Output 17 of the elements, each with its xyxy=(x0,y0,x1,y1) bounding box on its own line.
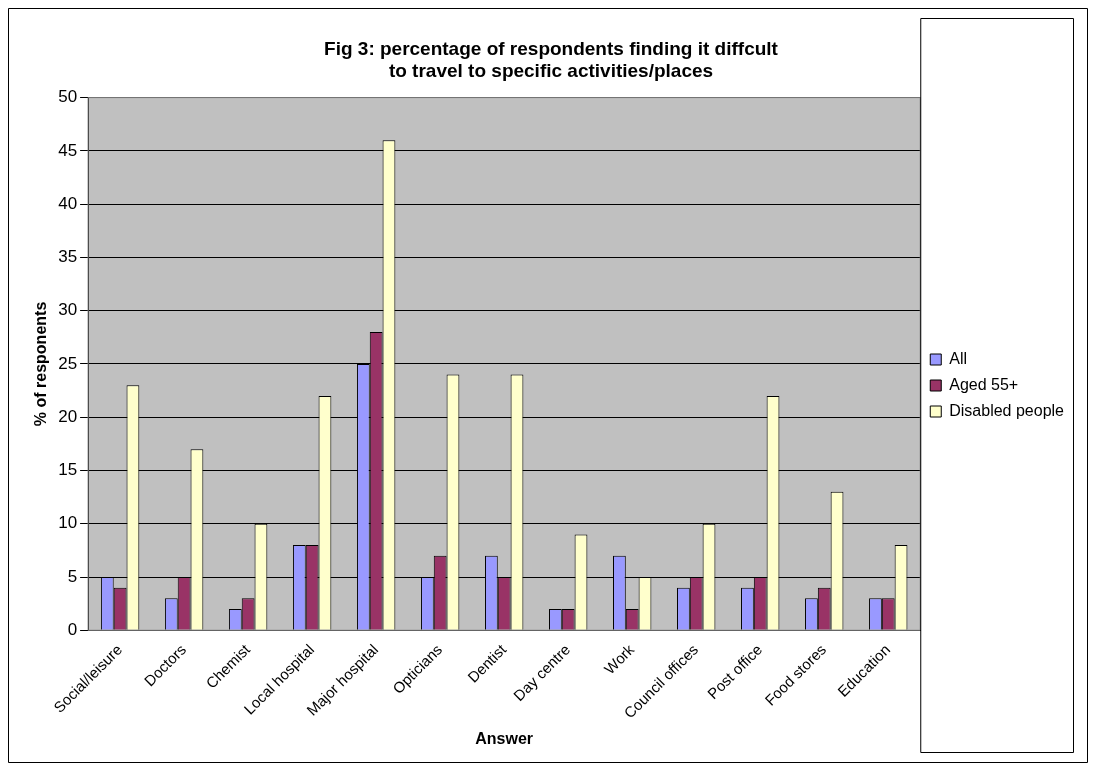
y-tick-label: 0 xyxy=(67,619,78,639)
y-tick-label: 25 xyxy=(58,353,78,373)
y-tick-label: 35 xyxy=(58,247,78,267)
y-tick-label: 20 xyxy=(58,406,78,426)
legend-label: Aged 55+ xyxy=(949,375,1019,393)
y-tick-label: 30 xyxy=(58,300,78,320)
legend-label: Disabled people xyxy=(949,401,1065,419)
y-tick-label: 40 xyxy=(58,193,78,213)
y-axis-title: % of responents xyxy=(32,301,50,427)
y-tick-label: 45 xyxy=(58,140,78,160)
y-tick-label: 5 xyxy=(67,566,78,586)
y-tick-label: 10 xyxy=(58,513,78,533)
x-axis-title: Answer xyxy=(475,729,534,747)
chart-title: Fig 3: percentage of respondents finding it diffcult to travel to specific activities/places xyxy=(324,37,779,82)
y-tick-label: 15 xyxy=(58,460,78,480)
y-tick-label: 50 xyxy=(58,87,78,107)
legend-label: All xyxy=(949,349,968,367)
